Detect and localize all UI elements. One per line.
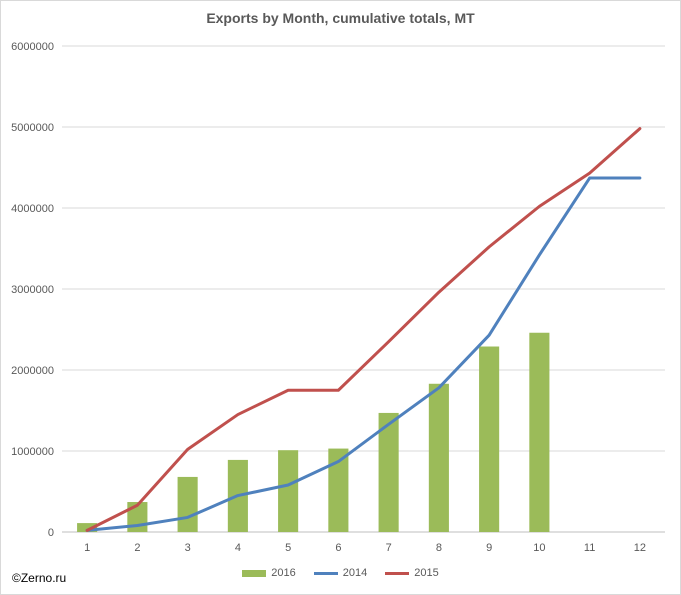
y-tick-label: 5000000 [11, 122, 54, 134]
y-tick-label: 6000000 [11, 41, 54, 53]
legend-swatch [313, 571, 338, 575]
x-axis-ticks: 1 2 3 4 5 6 7 8 9 10 11 12 [84, 542, 646, 554]
x-tick-label: 7 [386, 542, 392, 554]
bar-2016-8 [428, 383, 449, 532]
x-tick-label: 3 [185, 542, 191, 554]
bar-series-layer [77, 332, 550, 532]
x-tick-label: 12 [634, 542, 646, 554]
bar-2016-6 [328, 448, 349, 532]
copyright-text: ©Zerno.ru [12, 571, 67, 585]
x-tick-label: 8 [436, 542, 442, 554]
legend-swatch [385, 571, 410, 575]
bar-2016-9 [479, 346, 500, 532]
x-tick-label: 4 [235, 542, 241, 554]
y-tick-label: 3000000 [11, 284, 54, 296]
x-tick-label: 1 [84, 542, 90, 554]
x-tick-label: 11 [584, 542, 595, 554]
y-axis-ticks: 0 1000000 2000000 3000000 4000000 5000000 6000… [11, 41, 54, 539]
x-tick-label: 10 [533, 542, 545, 554]
line-series-layer [85, 127, 642, 532]
series-line-2015 [85, 127, 642, 532]
x-tick-label: 6 [335, 542, 341, 554]
x-tick-label: 9 [486, 542, 492, 554]
legend-item-2015: 2015 [385, 567, 439, 579]
chart-title: Exports by Month, cumulative totals, MT [206, 10, 475, 26]
y-tick-label: 4000000 [11, 203, 54, 215]
bar-2016-10 [529, 332, 550, 532]
y-tick-label: 1000000 [11, 446, 54, 458]
legend-swatch [242, 569, 267, 577]
legend-item-2016: 2016 [242, 567, 296, 579]
legend-item-2014: 2014 [313, 567, 368, 579]
bar-2016-3 [177, 476, 198, 532]
y-tick-label: 0 [48, 527, 54, 539]
bar-2016-7 [378, 412, 399, 532]
bar-2016-5 [278, 450, 299, 532]
grid-layer [62, 45, 665, 533]
y-tick-label: 2000000 [11, 365, 54, 377]
bar-2016-1 [77, 523, 98, 532]
series-line-2014 [85, 176, 642, 532]
x-tick-label: 5 [285, 542, 291, 554]
legend-label: 2015 [414, 567, 439, 579]
x-tick-label: 2 [134, 542, 140, 554]
legend-label: 2016 [271, 567, 296, 579]
legend: 2016 2014 2015 [0, 567, 681, 579]
legend-label: 2014 [342, 567, 368, 579]
